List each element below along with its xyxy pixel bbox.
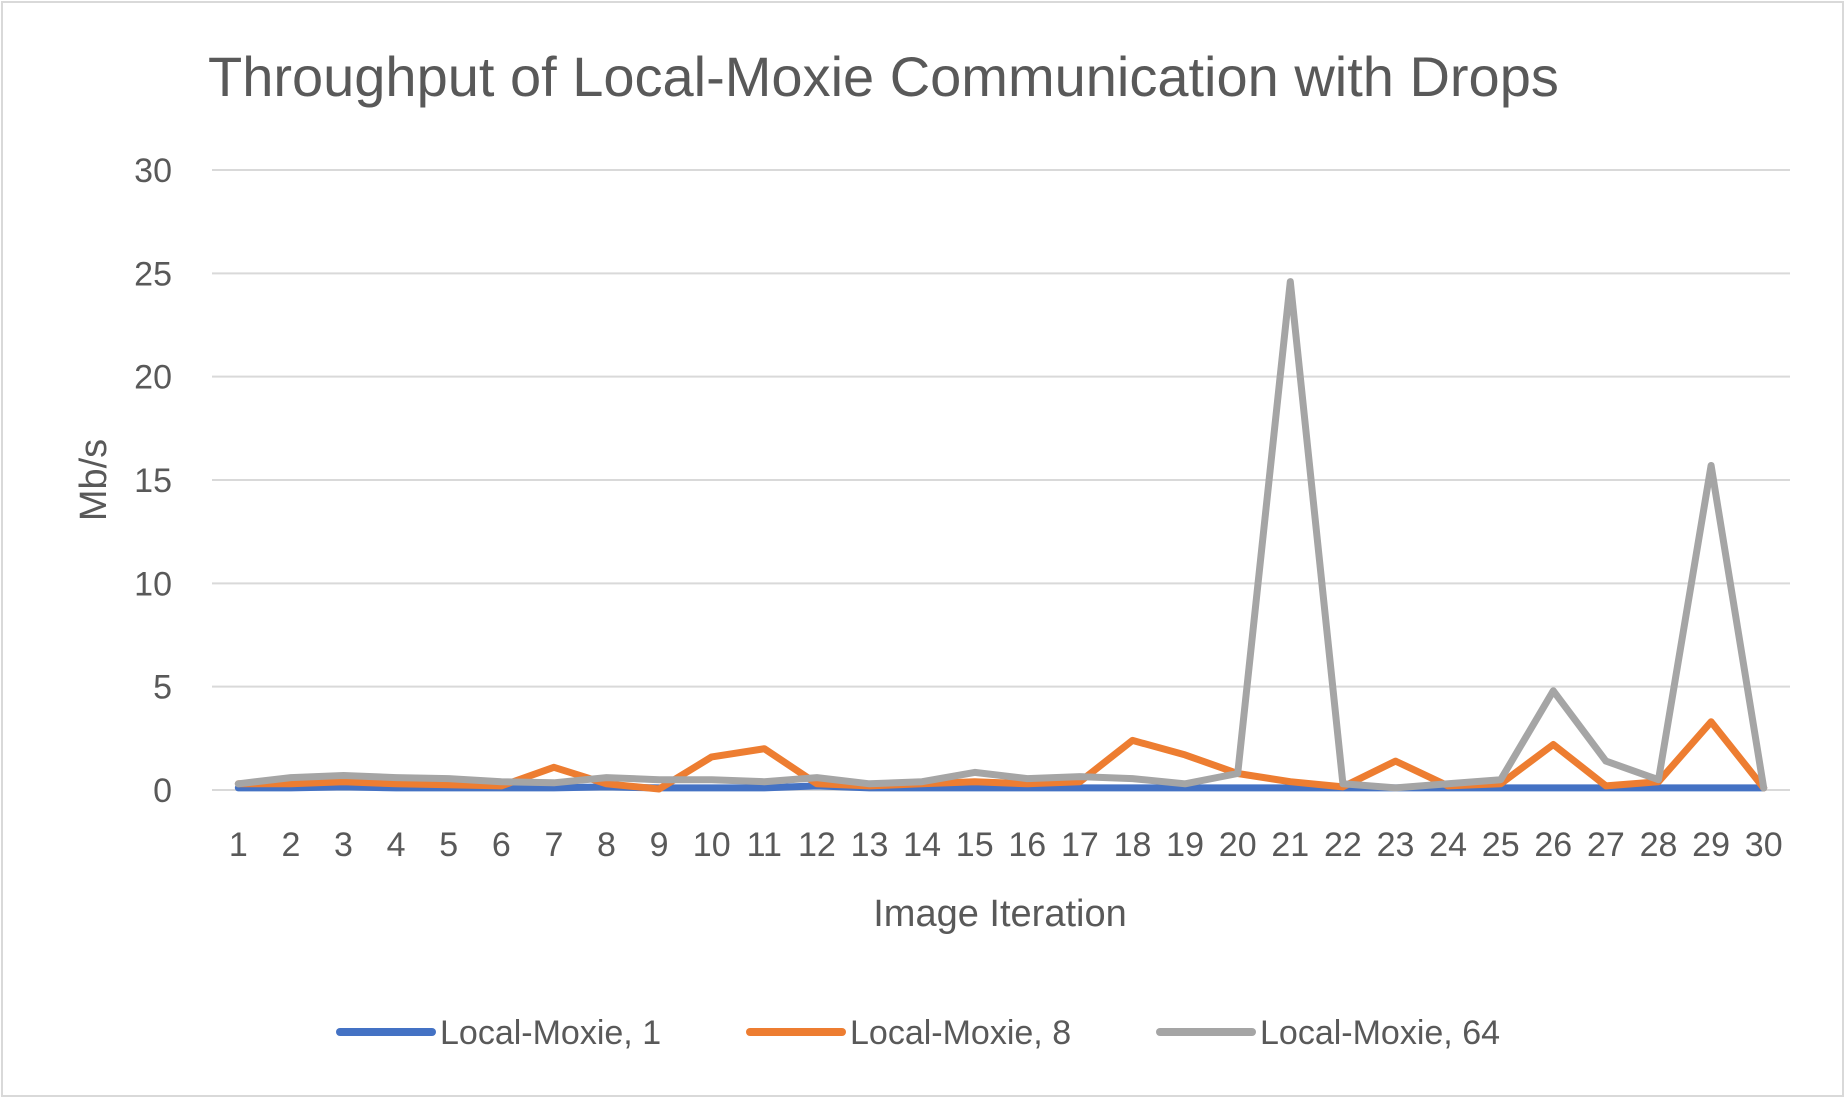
series-lines: [234, 278, 1768, 793]
x-axis-title: Image Iteration: [873, 893, 1126, 935]
y-tick-label: 5: [153, 669, 172, 707]
x-tick-label: 12: [798, 826, 836, 864]
x-tick-label: 15: [956, 826, 994, 864]
x-tick-label: 8: [597, 826, 616, 864]
x-tick-label: 20: [1219, 826, 1257, 864]
y-tick-labels: 0 5 10 15 20 25 30: [134, 152, 172, 810]
x-tick-label: 18: [1114, 826, 1152, 864]
x-tick-label: 5: [439, 826, 458, 864]
chart-title: Throughput of Local-Moxie Communication …: [208, 45, 1559, 108]
x-tick-label: 30: [1745, 826, 1783, 864]
x-tick-label: 14: [903, 826, 941, 864]
x-tick-label: 4: [387, 826, 406, 864]
x-tick-label: 27: [1587, 826, 1625, 864]
x-tick-label: 19: [1166, 826, 1204, 864]
legend: Local-Moxie, 1 Local-Moxie, 8 Local-Moxie,…: [336, 1014, 1500, 1052]
y-tick-label: 25: [134, 255, 172, 293]
x-tick-label: 6: [492, 826, 511, 864]
x-tick-label: 2: [281, 826, 300, 864]
x-tick-label: 21: [1271, 826, 1309, 864]
x-tick-label: 29: [1692, 826, 1730, 864]
legend-label-2: Local-Moxie, 8: [850, 1014, 1071, 1052]
x-tick-label: 11: [747, 826, 782, 864]
y-axis-title: Mb/s: [73, 439, 115, 521]
x-tick-label: 7: [544, 826, 563, 864]
y-tick-label: 20: [134, 359, 172, 397]
x-tick-label: 22: [1324, 826, 1362, 864]
y-tick-label: 10: [134, 565, 172, 603]
x-tick-label: 26: [1534, 826, 1572, 864]
x-tick-label: 28: [1640, 826, 1678, 864]
series-line-3: [234, 278, 1768, 792]
legend-label-1: Local-Moxie, 1: [440, 1014, 661, 1052]
series-line-2: [234, 718, 1768, 793]
y-tick-label: 0: [153, 772, 172, 810]
x-tick-label: 16: [1008, 826, 1046, 864]
x-tick-label: 3: [334, 826, 353, 864]
x-tick-label: 1: [229, 826, 248, 864]
x-tick-label: 17: [1061, 826, 1099, 864]
y-tick-label: 15: [134, 462, 172, 500]
x-tick-label: 24: [1429, 826, 1467, 864]
x-tick-label: 13: [851, 826, 889, 864]
x-tick-label: 10: [693, 826, 731, 864]
x-tick-labels: 1 2 3 4 5 6 7 8 9 10 11 12 13 14 15 16 17 18 19 20 21 22 23 24 2…: [229, 826, 1783, 864]
y-tick-label: 30: [134, 152, 172, 190]
legend-label-3: Local-Moxie, 64: [1260, 1014, 1500, 1052]
x-tick-label: 9: [650, 826, 669, 864]
x-tick-label: 23: [1377, 826, 1415, 864]
x-tick-label: 25: [1482, 826, 1520, 864]
